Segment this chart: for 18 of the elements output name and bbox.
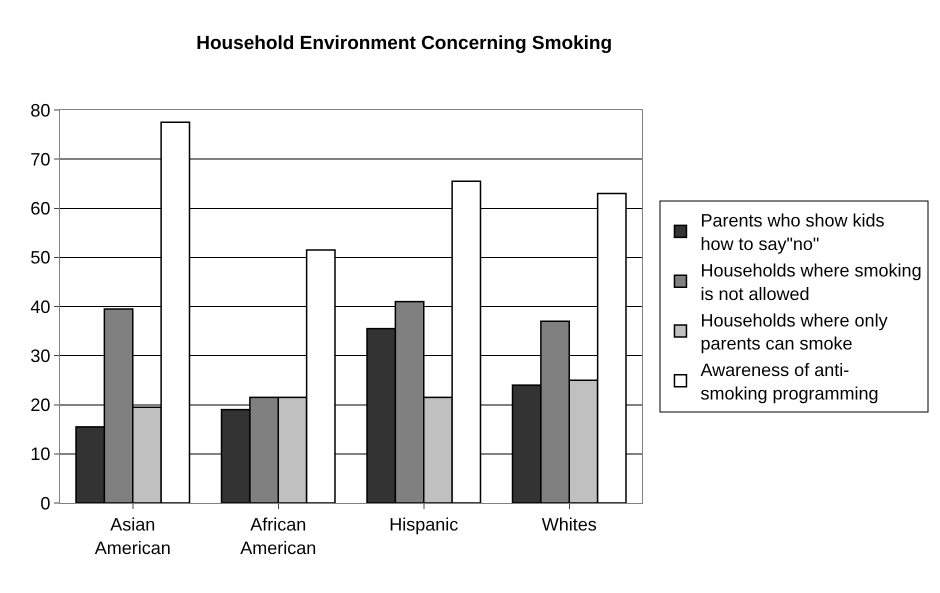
legend-label: Parents who show kids how to say"no" bbox=[700, 210, 885, 254]
y-tick-label: 30 bbox=[30, 346, 50, 366]
legend-label: Households where smoking is not allowed bbox=[700, 260, 922, 304]
legend-label: Households where only parents can smoke bbox=[700, 310, 888, 354]
y-tick-label: 20 bbox=[30, 395, 50, 416]
y-tick-label: 40 bbox=[30, 296, 50, 317]
chart-title: Household Environment Concerning Smoking bbox=[196, 32, 612, 54]
y-tick-label: 70 bbox=[30, 149, 50, 170]
x-tick-label: Whites bbox=[542, 514, 597, 535]
x-tick-label: African American bbox=[240, 514, 316, 558]
x-tick-label: Asian American bbox=[94, 514, 171, 558]
y-tick-label: 60 bbox=[30, 198, 50, 219]
y-tick-label: 80 bbox=[30, 100, 50, 120]
y-tick-label: 0 bbox=[40, 493, 50, 514]
y-tick-label: 50 bbox=[30, 248, 50, 268]
y-tick-label: 10 bbox=[30, 444, 50, 464]
legend-label: Awareness of anti-smoking programming bbox=[700, 360, 879, 404]
x-tick-label: Hispanic bbox=[389, 514, 458, 535]
